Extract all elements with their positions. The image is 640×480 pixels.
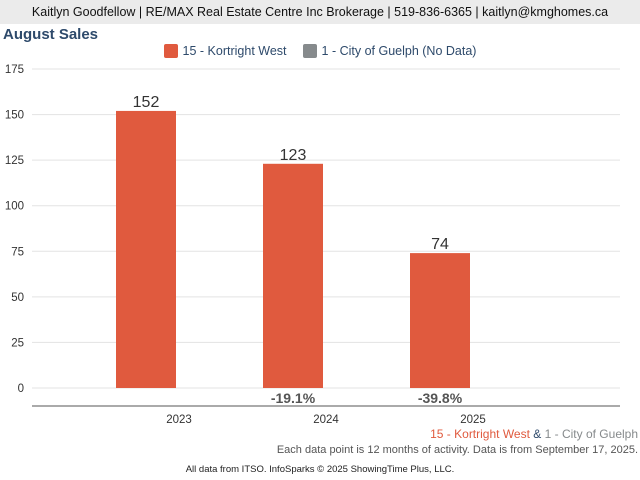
footer-series-a: 15 - Kortright West (430, 427, 530, 441)
bar-value-label: 74 (431, 236, 449, 253)
y-tick-label: 0 (18, 383, 24, 395)
bar-chart: 0 25 50 75 100 125 150 175 152 2023 123 2024 -19.1% 7… (5, 64, 620, 424)
data-note: Each data point is 12 months of activity… (276, 444, 638, 456)
y-tick-label: 50 (11, 292, 24, 304)
x-tick-label: 2025 (460, 414, 486, 424)
bar-value-label: 123 (280, 147, 307, 164)
y-tick-label: 150 (5, 110, 24, 122)
legend-item-kortright-west[interactable]: 15 - Kortright West (163, 44, 287, 58)
footer-separator: & (529, 427, 545, 441)
bar-value-label: 152 (133, 94, 160, 111)
legend-item-city-of-guelph[interactable]: 1 - City of Guelph (No Data) (302, 44, 477, 58)
change-percent-label: -19.1% (271, 390, 316, 406)
legend-label-kortright-west: 15 - Kortright West (182, 44, 287, 58)
bar (263, 163, 323, 388)
data-credit: All data from ITSO. InfoSparks © 2025 Sh… (185, 464, 455, 475)
y-tick-label: 25 (11, 337, 24, 349)
x-tick-label: 2023 (166, 414, 192, 424)
footer-series-legend: 15 - Kortright West & 1 - City of Guelph (430, 427, 638, 441)
y-tick-label: 125 (5, 155, 24, 167)
legend-swatch-city-of-guelph (302, 44, 317, 58)
contact-header: Kaitlyn Goodfellow | RE/MAX Real Estate … (0, 0, 640, 24)
y-tick-label: 100 (5, 201, 24, 213)
chart-legend: 15 - Kortright West 1 - City of Guelph (… (0, 44, 640, 58)
bar (116, 110, 176, 388)
y-tick-label: 175 (5, 64, 24, 76)
x-tick-label: 2024 (313, 414, 339, 424)
chart-title: August Sales (3, 26, 99, 43)
footer-series-b: 1 - City of Guelph (544, 427, 638, 441)
legend-swatch-kortright-west (163, 44, 178, 58)
change-percent-label: -39.8% (418, 390, 463, 406)
contact-text: Kaitlyn Goodfellow | RE/MAX Real Estate … (31, 5, 609, 19)
bar (410, 253, 470, 388)
legend-label-city-of-guelph: 1 - City of Guelph (No Data) (321, 44, 477, 58)
y-tick-label: 75 (11, 246, 24, 258)
